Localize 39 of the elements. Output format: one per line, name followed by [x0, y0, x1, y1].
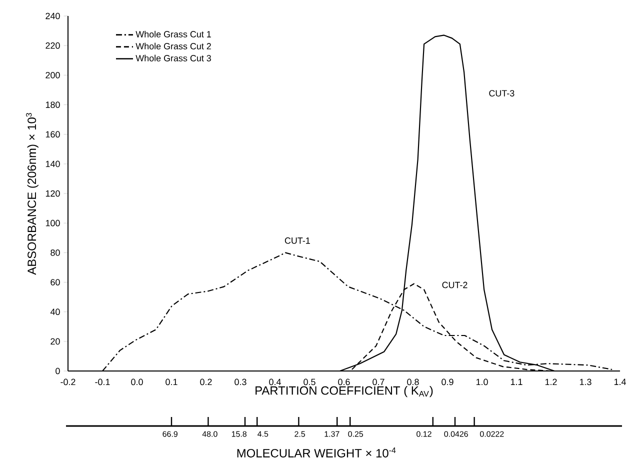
y-tick-label: 200: [46, 72, 60, 78]
y-tick-label: 40: [50, 308, 60, 316]
y-tick-label: 100: [46, 220, 60, 226]
x-tick-label: 1.1: [510, 378, 522, 385]
x-tick-label: 1.3: [580, 378, 592, 386]
x-tick-label: 0.8: [407, 378, 419, 386]
y-tick-label: 20: [50, 338, 60, 345]
y-tick-label: 0: [56, 368, 60, 374]
y-tick-label: 220: [46, 42, 60, 49]
x-tick-label: -0.1: [95, 378, 110, 386]
x-tick-label: 0.2: [200, 378, 212, 386]
y-tick-label: 60: [50, 279, 60, 286]
x-tick-label: 0.6: [338, 378, 350, 386]
x-tick-label: 0.7: [372, 378, 384, 386]
x-tick-label: 1.2: [545, 378, 557, 386]
y-tick-label: 140: [46, 160, 60, 168]
y-tick-label: 180: [46, 102, 60, 108]
text: MOLECULAR WEIGHT × 10$^{-4}$: [237, 448, 396, 458]
y-tick-label: 120: [46, 190, 60, 197]
x-tick-label: 0.4: [269, 378, 281, 386]
x-axis-title: PARTITION COEFFICIENT ( K$_{AV}$): [256, 386, 433, 398]
y-tick-label: 160: [46, 131, 60, 138]
x-tick-label: 0.3: [234, 378, 246, 386]
x-tick-label: 0.9: [442, 378, 454, 386]
legend-label: Whole Grass Cut 3: [136, 54, 211, 62]
annotation: CUT-3: [489, 90, 514, 96]
y-tick-label: 80: [50, 249, 60, 256]
y-tick-label: 240: [46, 12, 60, 20]
x-tick-label: 1.0: [476, 378, 488, 386]
x-tick-label: 1.4: [614, 378, 626, 385]
legend-label: Whole Grass Cut 1: [136, 30, 211, 38]
x-tick-label: -0.2: [60, 378, 76, 386]
x-tick-label: 0.5: [304, 378, 316, 386]
annotation: CUT-1: [284, 237, 310, 244]
legend-label: Whole Grass Cut 2: [136, 42, 211, 50]
annotation: CUT-2: [442, 282, 468, 288]
x-tick-label: 0.0: [131, 378, 143, 386]
x-tick-label: 0.1: [166, 378, 178, 386]
y-axis-title: ABSORBANCE (206nm) × 10$^{3}$: [26, 112, 38, 275]
